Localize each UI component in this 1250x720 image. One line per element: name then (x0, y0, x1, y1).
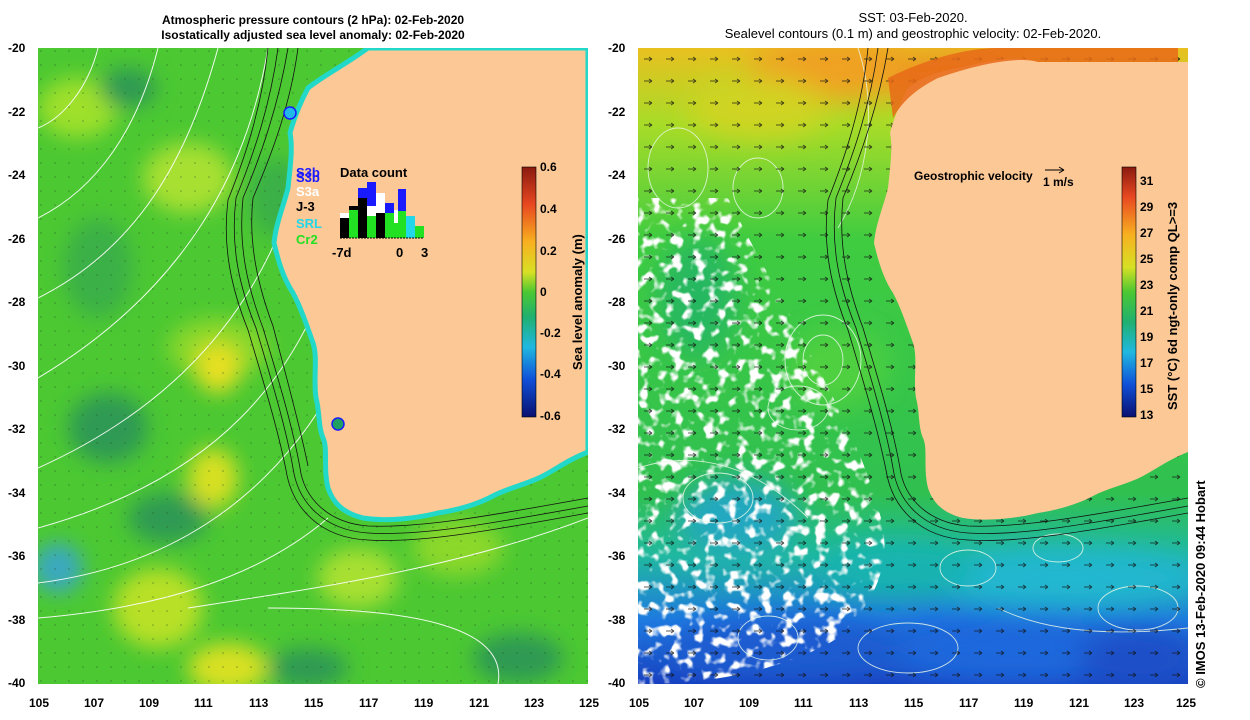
velocity-scale: Geostrophic velocity 1 m/s (914, 166, 1074, 189)
lon-tick: 115 (904, 696, 924, 710)
sst-tick: 15 (1140, 382, 1154, 396)
lat-tick: -20 (608, 41, 626, 55)
lon-tick: 117 (359, 696, 379, 710)
legend-s3b: S3b (296, 170, 320, 185)
right-title-line1: SST: 03-Feb-2020. (858, 10, 968, 25)
lat-tick: -22 (8, 105, 26, 119)
australia-land (271, 48, 588, 523)
lon-tick: 107 (84, 696, 105, 710)
legend-s3b-overlay: S3b (296, 165, 320, 180)
legend-cr2: Cr2 (296, 232, 318, 247)
lat-tick: -40 (8, 676, 26, 690)
sst-tick: 17 (1140, 356, 1154, 370)
lon-tick: 109 (139, 696, 160, 710)
bathymetry-contours (825, 48, 1188, 541)
lon-tick: 111 (794, 696, 813, 710)
lon-tick: 119 (414, 696, 434, 710)
lat-tick: -36 (608, 549, 626, 563)
data-count-title: Data count (340, 165, 408, 180)
lat-tick: -24 (608, 168, 626, 182)
right-title: SST: 03-Feb-2020. Sealevel contours (0.1… (638, 10, 1188, 42)
lat-tick: -34 (8, 486, 26, 500)
lat-tick: -40 (608, 676, 626, 690)
left-title-line2: Isostatically adjusted sea level anomaly… (161, 28, 465, 42)
sla-map-canvas: Data count (38, 48, 588, 684)
lat-tick: -26 (8, 232, 26, 246)
sst-colorbar (1121, 166, 1137, 418)
lat-tick: -22 (608, 105, 626, 119)
data-count-bars (340, 182, 424, 238)
sst-tick: 21 (1140, 304, 1154, 318)
sla-colorbar (521, 166, 537, 418)
sst-tick: 19 (1140, 330, 1154, 344)
lon-tick: 125 (579, 696, 600, 710)
sst-map-canvas: Geostrophic velocity 1 m/s (638, 48, 1188, 684)
left-title: Atmospheric pressure contours (2 hPa): 0… (38, 13, 588, 43)
left-map: Data count (38, 48, 588, 684)
sla-tick: -0.6 (540, 409, 561, 423)
sla-tick: -0.4 (540, 367, 561, 381)
lat-tick: -24 (8, 168, 26, 182)
velocity-scale-label: 1 m/s (1043, 175, 1074, 189)
lon-tick: 113 (249, 696, 269, 710)
coastal-warm-strip (888, 48, 1178, 118)
sst-colorbar-label: SST (°C) 6d ngt-only comp QL>=3 (1165, 201, 1180, 410)
lon-tick: 113 (849, 696, 869, 710)
lat-tick: -38 (8, 613, 26, 627)
lon-tick: 125 (1176, 696, 1197, 710)
lat-tick: -32 (608, 422, 626, 436)
lat-tick: -32 (8, 422, 26, 436)
lon-tick: 123 (1124, 696, 1145, 710)
tide-gauge-marker (283, 106, 297, 120)
sst-tick: 29 (1140, 200, 1154, 214)
tide-gauge-marker (331, 417, 345, 431)
lon-tick: 123 (524, 696, 545, 710)
lon-tick: 105 (29, 696, 50, 710)
lat-tick: -20 (8, 41, 26, 55)
imos-credit: © IMOS 13-Feb-2020 09:44 Hobart (1193, 480, 1208, 688)
lon-tick: 105 (629, 696, 650, 710)
lon-tick: 115 (304, 696, 324, 710)
lat-tick: -26 (608, 232, 626, 246)
lon-tick: 107 (684, 696, 705, 710)
lon-tick: 111 (194, 696, 213, 710)
axis-label-minus7d: -7d (332, 245, 352, 260)
right-title-line2: Sealevel contours (0.1 m) and geostrophi… (724, 26, 1102, 41)
sst-tick: 13 (1140, 408, 1154, 422)
left-title-line1: Atmospheric pressure contours (2 hPa): 0… (161, 13, 465, 27)
australia-land (874, 58, 1188, 520)
legend-j3: J-3 (296, 199, 315, 214)
lat-tick: -30 (8, 359, 26, 373)
sla-colorbar-label: Sea level anomaly (m) (570, 234, 585, 370)
sst-tick: 23 (1140, 278, 1154, 292)
lat-tick: -34 (608, 486, 626, 500)
sst-tick: 25 (1140, 252, 1154, 266)
satellite-legend: S3b S3b S3a J-3 SRL Cr2 (296, 165, 322, 247)
sst-tick: 31 (1140, 174, 1154, 188)
lat-tick: -36 (8, 549, 26, 563)
data-count-chart: Data count (332, 165, 428, 260)
lon-tick: 117 (959, 696, 979, 710)
legend-s3a: S3a (296, 184, 320, 199)
sla-tick: 0.2 (540, 244, 557, 258)
legend-srl: SRL (296, 216, 322, 231)
sla-tick: 0 (540, 285, 547, 299)
lat-tick: -28 (8, 295, 26, 309)
lat-tick: -28 (608, 295, 626, 309)
axis-label-zero: 0 (396, 245, 403, 260)
sla-tick: 0.6 (540, 160, 557, 174)
velocity-label: Geostrophic velocity (914, 169, 1033, 183)
right-map: Geostrophic velocity 1 m/s (638, 48, 1188, 684)
lat-tick: -38 (608, 613, 626, 627)
lat-tick: -30 (608, 359, 626, 373)
sla-tick: -0.2 (540, 326, 561, 340)
sst-tick: 27 (1140, 226, 1154, 240)
bathymetry-contours (225, 48, 588, 541)
lon-tick: 121 (1069, 696, 1090, 710)
lon-tick: 119 (1014, 696, 1034, 710)
lon-tick: 121 (469, 696, 490, 710)
sla-tick: 0.4 (540, 202, 557, 216)
axis-label-three: 3 (421, 245, 428, 260)
lon-tick: 109 (739, 696, 760, 710)
